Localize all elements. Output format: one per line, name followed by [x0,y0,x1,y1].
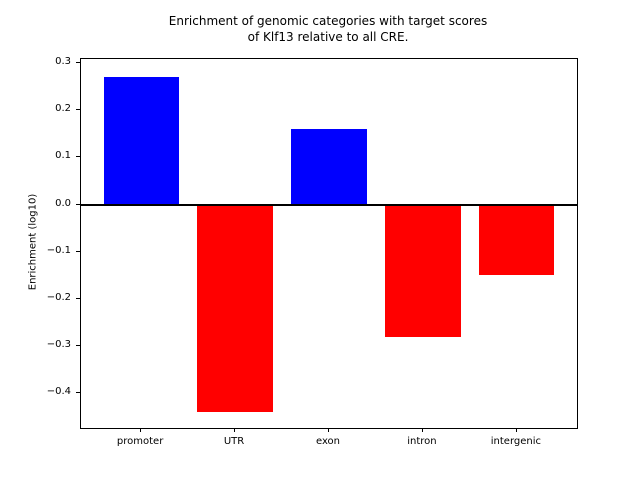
x-tick-label-intergenic: intergenic [490,436,541,447]
chart-title: Enrichment of genomic categories with ta… [168,14,488,44]
bar-intron [385,204,461,337]
x-tick-label-promoter: promoter [116,436,164,447]
bar-intergenic [479,204,555,276]
y-tick-label: −0.3 [46,339,71,350]
y-tick-mark [76,62,80,64]
zero-line [81,203,577,206]
x-tick-mark [421,428,423,432]
y-tick-mark [76,392,80,394]
x-tick-mark [234,428,236,432]
y-tick-mark [76,345,80,346]
y-tick-label: 0.1 [55,150,71,162]
bar-UTR [197,204,273,412]
x-tick-mark [140,428,142,432]
y-tick-mark [76,250,80,252]
y-tick-label: −0.4 [46,386,71,398]
y-tick-label: 0.0 [55,197,71,209]
plot-area [80,58,578,429]
y-tick-label: 0.3 [55,56,71,68]
bar-exon [291,129,367,205]
bar-promoter [103,77,179,205]
y-tick-mark [76,109,80,111]
x-tick-label-exon: exon [315,436,341,447]
y-tick-label: −0.2 [46,291,71,303]
y-tick-mark [76,203,80,205]
y-tick-mark [76,156,80,158]
x-tick-label-intron: intron [407,436,437,447]
y-tick-mark [76,297,80,299]
y-tick-label: −0.1 [46,244,71,256]
x-tick-mark [328,428,329,432]
x-tick-label-UTR: UTR [223,436,245,447]
x-tick-mark [515,428,517,432]
y-tick-label: 0.2 [55,103,71,115]
